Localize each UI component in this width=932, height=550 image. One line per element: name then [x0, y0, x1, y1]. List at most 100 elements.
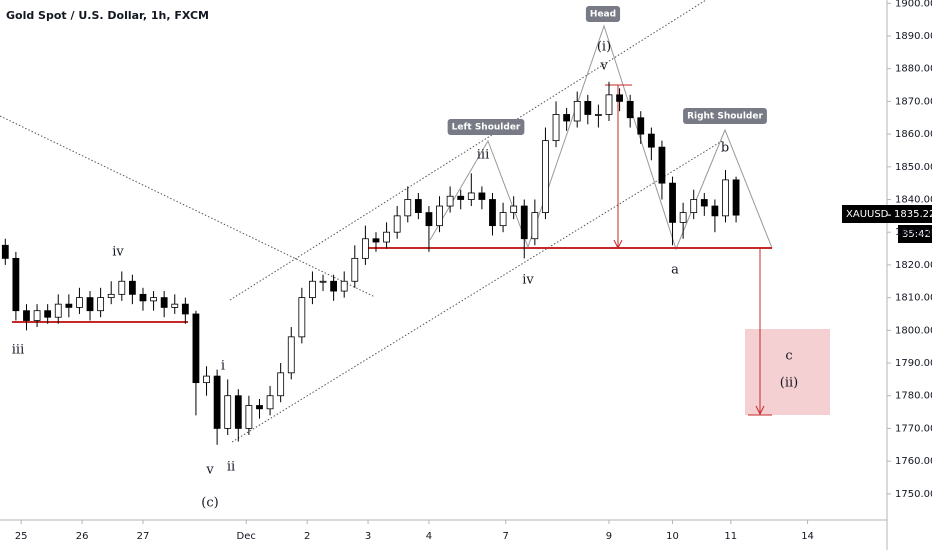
- wave-label: (ii): [780, 376, 798, 391]
- candle-body: [404, 199, 412, 217]
- y-tick-label: 1820.00: [895, 260, 932, 271]
- badge-label: Right Shoulder: [687, 112, 763, 122]
- candle-body: [647, 133, 655, 148]
- candle-body: [658, 146, 666, 184]
- channel-line: [229, 0, 707, 301]
- candle-body: [552, 114, 560, 142]
- wave-label: i: [221, 359, 225, 374]
- candles: [1, 81, 740, 445]
- candle-body: [44, 310, 52, 318]
- candle-body: [139, 293, 147, 302]
- badge-box: [447, 119, 525, 135]
- candle-body: [245, 405, 253, 429]
- candle-body: [478, 192, 486, 200]
- y-tick-label: 1790.00: [895, 358, 932, 369]
- x-tick-label: Dec: [237, 531, 256, 542]
- candle-body: [234, 395, 242, 429]
- candle-body: [679, 212, 687, 223]
- candle-body: [128, 280, 136, 295]
- wave-label: (i): [597, 40, 611, 55]
- candle-body: [383, 231, 390, 243]
- y-tick-label: 1890.00: [895, 31, 932, 42]
- candle-body: [65, 303, 73, 308]
- y-tick-label: 1900.00: [895, 0, 932, 9]
- candle-body: [531, 212, 539, 240]
- candle-body: [510, 205, 518, 213]
- candle-body: [626, 100, 634, 119]
- candle-body: [690, 199, 698, 213]
- x-tick-label: 10: [666, 531, 679, 542]
- countdown: 35:42: [902, 229, 931, 240]
- drawings: [0, 0, 830, 443]
- last-price-label: 1835.22: [894, 209, 932, 220]
- wave-label: iii: [477, 148, 489, 163]
- x-tick-label: 9: [606, 531, 612, 542]
- badge-box: [585, 6, 621, 22]
- candle-body: [542, 140, 549, 213]
- candle-body: [181, 303, 189, 315]
- candle-body: [330, 280, 338, 292]
- y-tick-label: 1870.00: [895, 96, 932, 107]
- wave-label: iii: [12, 343, 24, 358]
- y-tick-label: 1750.00: [895, 489, 932, 500]
- y-tick-label: 1780.00: [895, 391, 932, 402]
- x-tick-label: 26: [76, 531, 89, 542]
- candle-body: [12, 257, 20, 312]
- price-tag: [842, 205, 932, 223]
- candle-body: [97, 297, 105, 312]
- candle-body: [520, 205, 528, 240]
- candle-body: [361, 238, 369, 259]
- candle-body: [584, 100, 592, 115]
- wave-label: v: [205, 463, 214, 478]
- candle-body: [118, 280, 126, 295]
- candle-body: [54, 303, 62, 318]
- candle-body: [499, 212, 507, 227]
- y-tick-label: 1860.00: [895, 129, 932, 140]
- candle-body: [637, 117, 645, 135]
- y-tick-label: 1760.00: [895, 456, 932, 467]
- wave-label: ii: [227, 460, 235, 475]
- candle-body: [298, 297, 306, 338]
- candle-body: [340, 280, 348, 292]
- candle-body: [171, 303, 179, 308]
- wave-label: v: [599, 59, 608, 74]
- y-tick-label: 1800.00: [895, 325, 932, 336]
- candle-body: [213, 375, 221, 429]
- arrow-head: [613, 239, 623, 250]
- head-shoulders: [429, 24, 773, 251]
- candle-body: [192, 313, 200, 384]
- candle-body: [309, 280, 316, 299]
- wave-label: a: [671, 263, 679, 278]
- countdown-tag: [898, 225, 932, 243]
- y-tick-label: 1830.00: [895, 227, 932, 238]
- candle-body: [393, 215, 401, 233]
- candle-body: [224, 395, 232, 429]
- wave-label: c: [785, 349, 792, 364]
- wave-label: (c): [201, 496, 218, 511]
- chart-title: Gold Spot / U.S. Dollar, 1h, FXCM: [6, 9, 209, 22]
- candle-body: [594, 114, 602, 116]
- x-tick-label: 3: [365, 531, 371, 542]
- badge-label: Left Shoulder: [452, 123, 521, 133]
- candle-body: [256, 405, 263, 410]
- candle-body: [414, 199, 422, 213]
- y-tick-label: 1850.00: [895, 162, 932, 173]
- wave-label: iv: [112, 245, 124, 260]
- badge-label: Head: [590, 10, 616, 20]
- candle-body: [616, 94, 623, 102]
- candle-body: [107, 293, 115, 299]
- candle-body: [76, 297, 83, 308]
- x-tick-label: 4: [426, 531, 432, 542]
- x-tick-label: 14: [801, 531, 814, 542]
- candle-body: [436, 205, 443, 227]
- x-tick-label: 7: [503, 531, 509, 542]
- x-tick-label: 11: [724, 531, 737, 542]
- candle-body: [467, 192, 475, 200]
- candle-body: [23, 310, 30, 321]
- candle-body: [319, 280, 327, 283]
- candle-body: [425, 212, 433, 227]
- candle-body: [573, 100, 581, 122]
- candle-body: [722, 179, 729, 217]
